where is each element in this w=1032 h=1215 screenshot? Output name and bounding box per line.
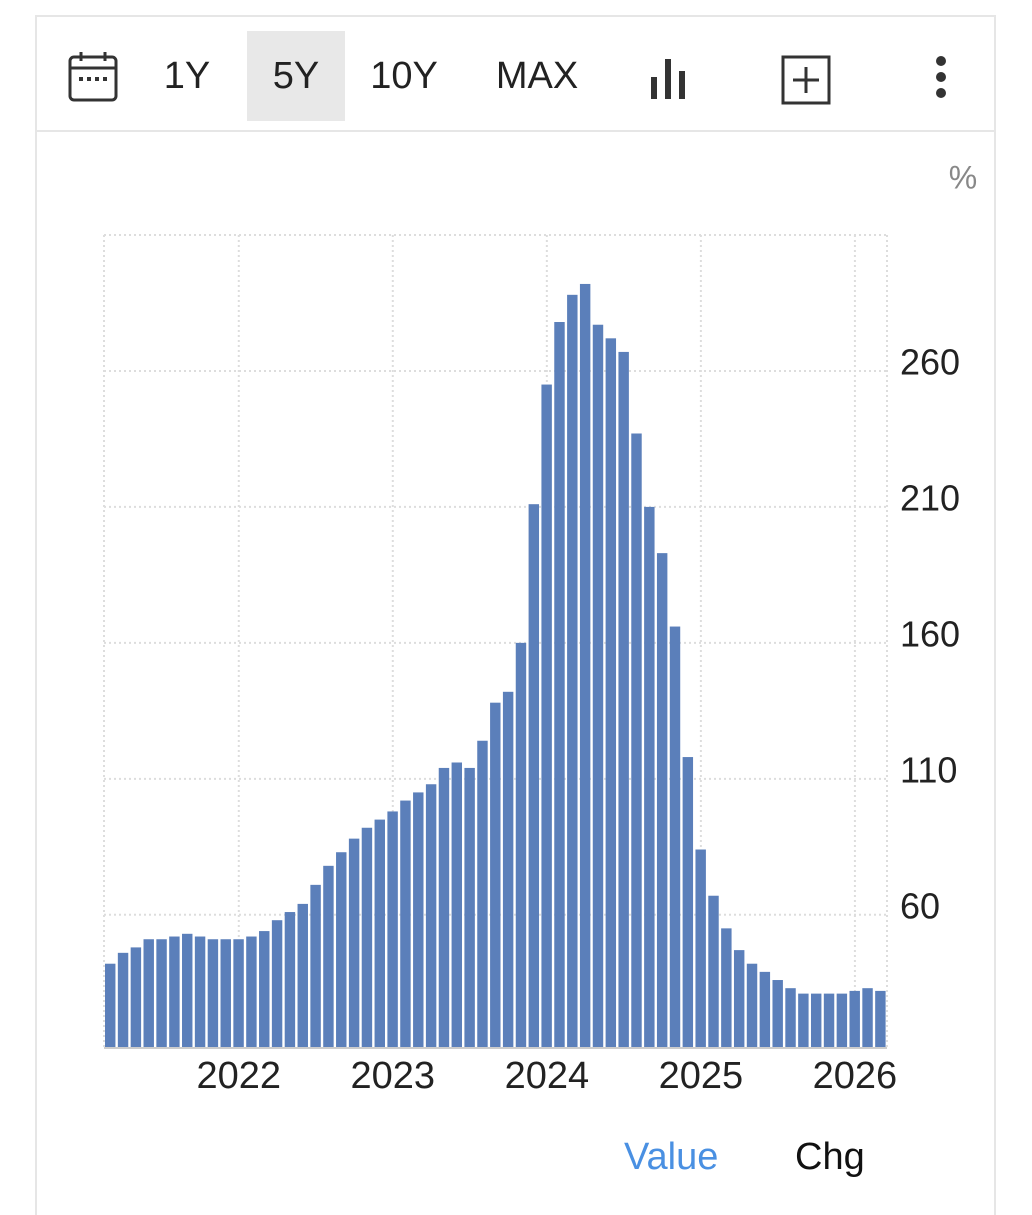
bar (400, 800, 411, 1048)
x-tick-label: 2026 (813, 1055, 898, 1097)
bar (464, 767, 475, 1048)
bar (143, 939, 154, 1048)
bar (579, 283, 591, 1049)
bar (477, 740, 488, 1048)
bar (207, 939, 219, 1048)
tab[interactable]: Value (624, 1136, 719, 1178)
range-button[interactable]: 1Y (163, 55, 211, 97)
bar (246, 936, 257, 1048)
bar (323, 865, 334, 1048)
y-tick-label: 210 (900, 477, 960, 518)
bar (130, 947, 142, 1048)
bar (605, 338, 617, 1048)
unit-label: % (949, 159, 977, 195)
bar (438, 767, 450, 1048)
bar (374, 819, 385, 1048)
bar (567, 294, 578, 1048)
bar (284, 912, 296, 1048)
bar (554, 322, 565, 1049)
bar (618, 351, 629, 1048)
bar (348, 838, 360, 1048)
bar (528, 504, 540, 1049)
bar (541, 384, 552, 1049)
bar (656, 553, 668, 1048)
bar (875, 990, 886, 1048)
bar (759, 971, 771, 1048)
chart-type-icon[interactable] (649, 57, 689, 101)
bar (220, 939, 231, 1048)
bar (669, 626, 681, 1048)
bar (644, 506, 655, 1048)
chart-card: 1Y 5Y 10Y MAX (35, 15, 996, 1215)
bar (169, 936, 180, 1048)
bar (361, 827, 373, 1048)
bar (413, 792, 424, 1048)
y-tick-label: 60 (900, 885, 940, 926)
bar (708, 895, 719, 1048)
bar (682, 757, 694, 1048)
bar (631, 433, 642, 1048)
x-tick-label: 2024 (505, 1055, 590, 1097)
bar (259, 931, 270, 1048)
bar (772, 980, 783, 1048)
bar (695, 849, 706, 1048)
bar (233, 939, 244, 1048)
bar (721, 928, 732, 1048)
bar (849, 990, 860, 1048)
bar (746, 963, 758, 1048)
bar (810, 993, 822, 1048)
range-button[interactable]: MAX (495, 55, 579, 97)
bar (105, 963, 116, 1048)
tab[interactable]: Chg (795, 1136, 865, 1178)
calendar-icon[interactable] (67, 51, 119, 103)
x-tick-label: 2025 (659, 1055, 744, 1097)
x-tick-label: 2023 (351, 1055, 436, 1097)
bar (194, 936, 206, 1048)
bar (117, 952, 129, 1048)
y-tick-label: 110 (900, 749, 957, 790)
bar (336, 852, 347, 1048)
menu-icon[interactable] (931, 55, 951, 99)
y-tick-label: 260 (900, 341, 960, 382)
y-tick-label: 160 (900, 613, 960, 654)
bar (182, 933, 193, 1048)
x-tick-label: 2022 (197, 1055, 282, 1097)
range-button[interactable]: 10Y (370, 55, 438, 97)
add-icon[interactable] (781, 55, 833, 107)
bar (502, 691, 514, 1048)
bar (451, 762, 463, 1048)
bar (156, 939, 167, 1048)
bar (515, 642, 527, 1048)
bar (836, 993, 848, 1048)
bar (310, 884, 321, 1048)
bar (490, 702, 501, 1048)
bar (592, 324, 604, 1048)
bar (798, 993, 809, 1048)
bar (823, 993, 835, 1048)
bar (733, 950, 745, 1048)
range-button[interactable]: 5Y (247, 31, 345, 121)
chart: % 60 110 160 210 260 2022 2023 2024 2025 2026 (103, 159, 977, 1097)
bar (271, 920, 283, 1048)
bar (785, 988, 796, 1048)
toolbar: 1Y 5Y 10Y MAX (37, 17, 994, 132)
bar (387, 811, 398, 1048)
bar (425, 784, 437, 1048)
bar (862, 988, 873, 1048)
bar (297, 903, 308, 1048)
